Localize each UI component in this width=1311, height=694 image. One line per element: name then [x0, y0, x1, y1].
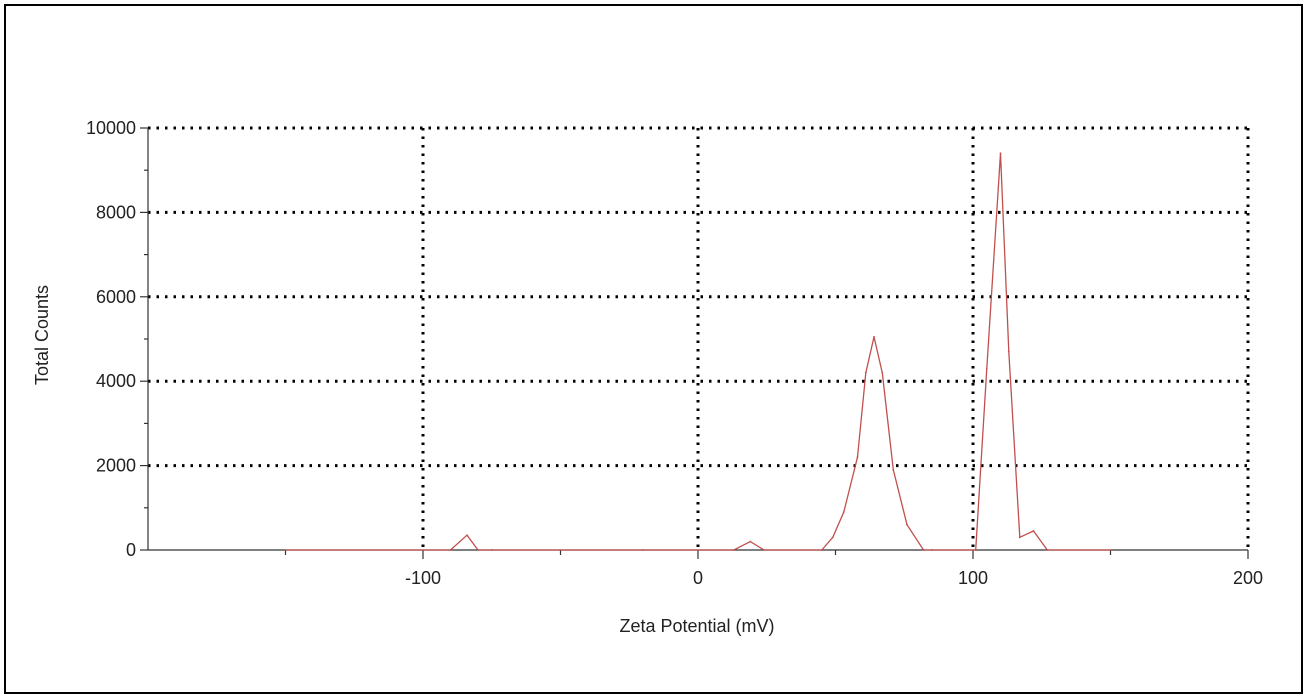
figure-frame [4, 4, 1303, 694]
data-point [831, 536, 834, 539]
y-tick-label: 8000 [96, 202, 136, 222]
x-tick-label: 0 [693, 568, 703, 588]
data-point [1109, 549, 1112, 551]
x-tick-label: 100 [958, 568, 988, 588]
x-axis-label: Zeta Potential (mV) [619, 616, 774, 636]
data-point [1046, 549, 1049, 551]
data-point [1007, 350, 1010, 353]
x-tick-label: -100 [405, 568, 441, 588]
data-point [1018, 536, 1021, 539]
data-point [974, 549, 977, 551]
y-tick-label: 10000 [86, 118, 136, 138]
y-tick-label: 0 [126, 540, 136, 560]
series-line [285, 153, 1111, 551]
data-point [873, 335, 875, 338]
data-point [881, 371, 884, 374]
grid-lines [148, 126, 1250, 550]
y-tick-label: 4000 [96, 371, 136, 391]
data-point [906, 523, 908, 526]
data-point [985, 367, 988, 370]
data-point [763, 549, 765, 551]
data-point [490, 549, 493, 551]
y-tick-label: 6000 [96, 287, 136, 307]
data-point [466, 534, 468, 537]
series-layer [284, 152, 1112, 551]
data-point [642, 549, 644, 551]
data-point [477, 549, 479, 551]
data-point [892, 468, 895, 471]
data-point [930, 549, 933, 551]
data-point [842, 511, 845, 513]
data-point [856, 456, 859, 459]
data-point [820, 549, 823, 551]
y-tick-label: 2000 [96, 456, 136, 476]
x-tick-label: 200 [1233, 568, 1263, 588]
data-point [284, 549, 287, 551]
data-point [922, 549, 925, 551]
axis-ticks: 0 2000 4000 6000 8000 10000 -100 0 100 200 [86, 118, 1263, 588]
data-point [999, 152, 1002, 155]
data-point [864, 371, 867, 374]
data-point [1032, 530, 1035, 532]
data-point [749, 540, 752, 543]
data-point [449, 549, 452, 551]
data-point [732, 549, 735, 551]
y-axis-label: Total Counts [32, 285, 52, 385]
